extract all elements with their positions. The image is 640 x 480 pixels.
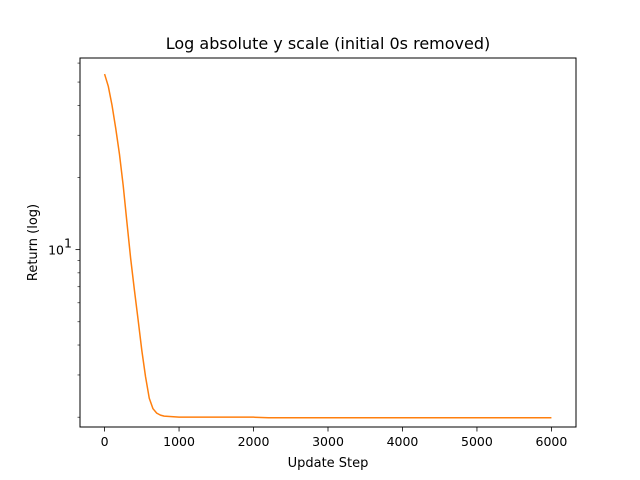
chart-title: Log absolute y scale (initial 0s removed…: [166, 34, 491, 53]
x-axis: 0 1000 2000 3000 4000 5000 6000: [101, 427, 568, 449]
y-axis: 10 1: [48, 62, 80, 418]
x-tick-label: 2000: [238, 434, 270, 449]
x-tick-label: 6000: [536, 434, 568, 449]
series-line-0: [103, 73, 552, 419]
y-tick-exponent: 1: [64, 236, 72, 251]
axes-frame: [79, 57, 577, 428]
x-tick-label: 5000: [461, 434, 493, 449]
x-tick-label: 4000: [387, 434, 419, 449]
x-axis-label: Update Step: [288, 456, 369, 471]
x-tick-label: 0: [101, 434, 109, 449]
x-tick-label: 1000: [163, 434, 195, 449]
x-tick-label: 3000: [312, 434, 344, 449]
plot-area: [103, 73, 552, 419]
y-axis-label: Return (log): [26, 204, 41, 281]
y-tick-label: 10: [48, 243, 64, 258]
